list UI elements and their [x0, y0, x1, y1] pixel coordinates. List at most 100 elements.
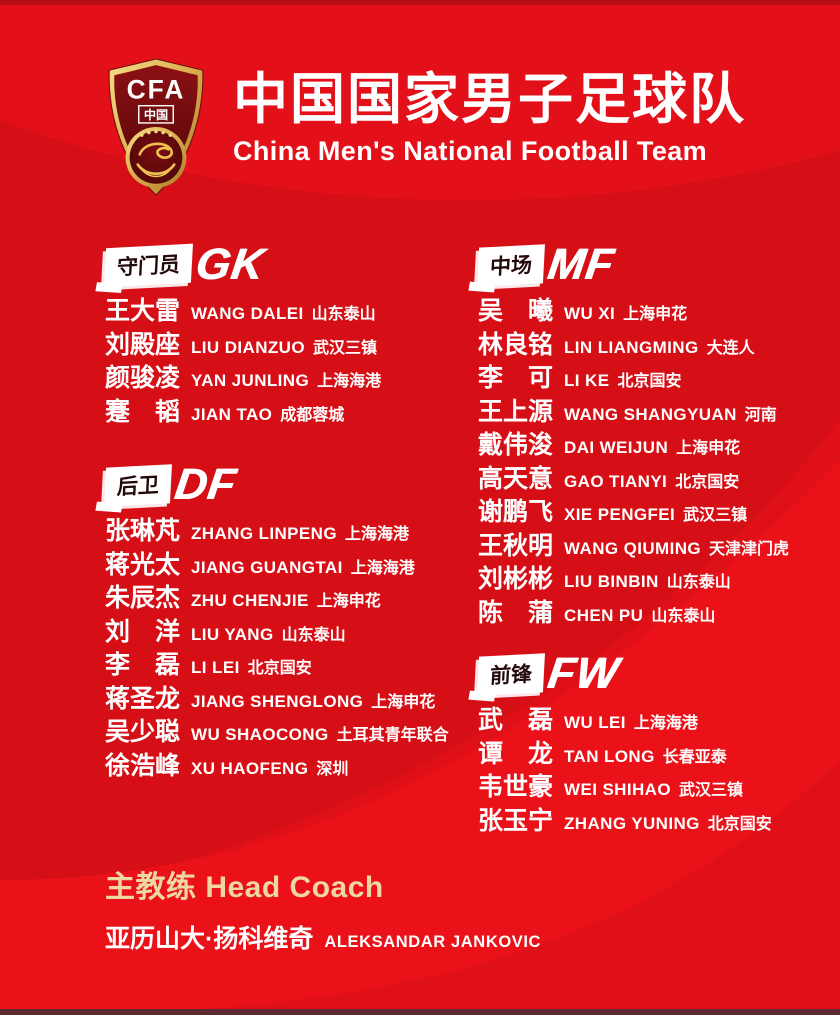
player-row: 谢鹏飞 XIE PENGFEI 武汉三镇: [478, 492, 828, 526]
player-pinyin: LI KE: [564, 371, 610, 390]
player-club: 武汉三镇: [683, 507, 748, 524]
player-club: 成都蓉城: [280, 406, 345, 424]
player-pinyin: LIU DIANZUO: [191, 337, 305, 357]
player-row: 颜骏凌 YAN JUNLING 上海海港: [105, 358, 473, 392]
top-strip: [0, 0, 840, 5]
player-club: 土耳其青年联合: [336, 727, 449, 744]
player-club: 大连人: [706, 339, 755, 357]
player-club: 上海海港: [633, 715, 698, 732]
player-club: 深圳: [316, 760, 349, 778]
player-pinyin: XIE PENGFEI: [564, 505, 676, 524]
player-list-mf: 吴 曦 WU XI 上海申花 林良铭 LIN LIANGMING 大连人 李 可…: [478, 291, 828, 627]
player-name: 武 磊: [478, 706, 554, 734]
dragon-emblem: [136, 142, 176, 178]
player-row: 林良铭 LIN LIANGMING 大连人: [478, 325, 828, 359]
player-row: 刘彬彬 LIU BINBIN 山东泰山: [478, 559, 828, 593]
player-row: 王大雷 WANG DALEI 山东泰山: [105, 291, 473, 325]
player-name: 刘彬彬: [478, 565, 554, 593]
player-club: 上海海港: [350, 559, 415, 577]
player-row: 李 磊 LI LEI 北京国安: [105, 645, 473, 679]
player-pinyin: WU XI: [564, 304, 616, 323]
player-pinyin: ZHANG YUNING: [564, 813, 700, 833]
section-header-fw: 前锋 FW: [477, 649, 828, 698]
section-label-cn: 守门员: [116, 252, 181, 280]
player-club: 长春亚泰: [662, 748, 727, 766]
player-row: 蒋光太 JIANG GUANGTAI 上海海港: [105, 545, 473, 579]
player-club: 北京国安: [707, 815, 772, 833]
player-name: 朱辰杰: [105, 584, 181, 612]
player-pinyin: DAI WEIJUN: [564, 438, 669, 457]
player-row: 吴 曦 WU XI 上海申花: [478, 291, 828, 325]
player-name: 王大雷: [105, 297, 181, 325]
cfa-logo: CFA 中国: [108, 58, 204, 196]
section-badge: 前锋: [477, 652, 545, 696]
section-badge: 守门员: [104, 243, 193, 287]
player-pinyin: LIU BINBIN: [564, 572, 659, 591]
player-row: 高天意 GAO TIANYI 北京国安: [478, 459, 828, 493]
player-club: 天津津门虎: [709, 540, 790, 558]
player-club: 上海申花: [676, 440, 741, 457]
section-goalkeepers: 守门员 GK 王大雷 WANG DALEI 山东泰山 刘殿座 LIU DIANZ…: [104, 240, 473, 426]
player-name: 蹇 韬: [105, 397, 181, 426]
player-name: 谢鹏飞: [478, 498, 554, 526]
player-row: 武 磊 WU LEI 上海海港: [478, 700, 828, 734]
logo-country: 中国: [144, 107, 168, 122]
player-pinyin: LIU YANG: [191, 624, 274, 644]
section-defenders: 后卫 DF 张琳芃 ZHANG LINPENG 上海海港 蒋光太 JIANG G…: [104, 460, 473, 780]
player-row: 蒋圣龙 JIANG SHENGLONG 上海申花: [105, 679, 473, 713]
player-name: 韦世豪: [478, 773, 554, 801]
player-club: 河南: [744, 406, 777, 424]
player-name: 颜骏凌: [105, 364, 181, 392]
player-row: 蹇 韬 JIAN TAO 成都蓉城: [105, 392, 473, 426]
section-badge: 中场: [477, 243, 545, 287]
section-header-df: 后卫 DF: [104, 460, 473, 509]
page-subtitle: China Men's National Football Team: [233, 136, 708, 167]
player-club: 上海海港: [317, 373, 382, 390]
player-club: 上海申花: [371, 693, 436, 711]
player-name: 吴少聪: [105, 718, 181, 746]
player-pinyin: WANG SHANGYUAN: [564, 404, 737, 424]
section-badge: 后卫: [104, 463, 172, 507]
player-row: 张琳芃 ZHANG LINPENG 上海海港: [105, 511, 473, 545]
page-title: 中国国家男子足球队: [233, 68, 747, 130]
player-row: 王秋明 WANG QIUMING 天津津门虎: [478, 526, 828, 560]
player-name: 李 磊: [105, 651, 181, 679]
section-header-mf: 中场 MF: [477, 240, 828, 289]
player-club: 北京国安: [247, 660, 312, 677]
coach-name-row: 亚历山大·扬科维奇 ALEKSANDAR JANKOVIC: [105, 919, 541, 955]
player-pinyin: JIANG SHENGLONG: [191, 691, 364, 711]
player-name: 陈 蒲: [478, 598, 554, 627]
player-name: 李 可: [478, 364, 554, 392]
player-name: 王上源: [478, 397, 554, 426]
player-name: 高天意: [478, 464, 554, 493]
logo-acronym: CFA: [127, 75, 186, 105]
player-row: 戴伟浚 DAI WEIJUN 上海申花: [478, 425, 828, 459]
player-row: 徐浩峰 XU HAOFENG 深圳: [105, 746, 473, 780]
section-label-cn: 后卫: [116, 473, 160, 499]
player-club: 上海申花: [623, 306, 688, 323]
player-pinyin: WU LEI: [564, 713, 626, 732]
player-club: 山东泰山: [311, 306, 376, 323]
section-label-en: GK: [192, 240, 268, 289]
player-pinyin: WANG QIUMING: [564, 538, 702, 558]
player-row: 吴少聪 WU SHAOCONG 土耳其青年联合: [105, 712, 473, 746]
player-club: 上海申花: [316, 593, 381, 610]
player-club: 武汉三镇: [678, 782, 743, 799]
section-label-en: FW: [544, 649, 622, 698]
player-name: 谭 龙: [478, 739, 554, 768]
player-row: 李 可 LI KE 北京国安: [478, 358, 828, 392]
section-label-en: MF: [544, 240, 618, 289]
player-club: 山东泰山: [281, 626, 346, 644]
player-name: 张玉宁: [478, 806, 554, 835]
player-name: 王秋明: [478, 531, 554, 560]
player-pinyin: JIAN TAO: [191, 404, 273, 424]
player-name: 戴伟浚: [478, 431, 554, 459]
player-club: 山东泰山: [651, 607, 716, 625]
player-pinyin: GAO TIANYI: [564, 471, 668, 491]
player-pinyin: WU SHAOCONG: [191, 725, 329, 744]
player-pinyin: ZHANG LINPENG: [191, 524, 337, 543]
column-left: 守门员 GK 王大雷 WANG DALEI 山东泰山 刘殿座 LIU DIANZ…: [104, 240, 473, 780]
player-pinyin: LIN LIANGMING: [564, 337, 699, 357]
logo-stars: [140, 129, 172, 137]
